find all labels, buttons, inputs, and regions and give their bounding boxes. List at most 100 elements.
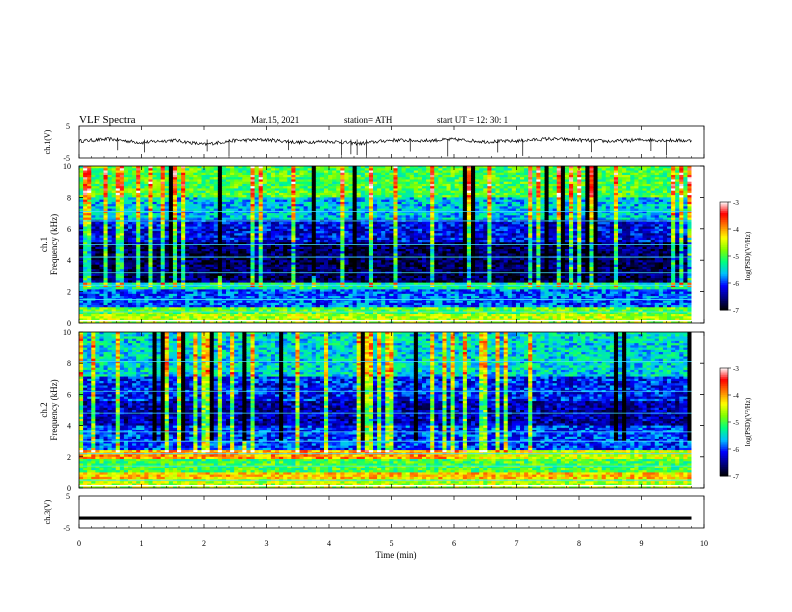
colorbar-segment: [720, 205, 728, 208]
colorbar-segment: [720, 220, 728, 223]
colorbar-segment: [720, 378, 728, 382]
x-axis-label: Time (min): [376, 550, 417, 560]
ch2-spectrogram-image: [79, 332, 704, 488]
colorbar-segment: [720, 225, 728, 228]
colorbar-segment: [720, 256, 728, 259]
colorbar-segment: [720, 409, 728, 412]
colorbar-segment: [720, 308, 728, 311]
colorbar-segment: [720, 368, 728, 371]
colorbar-segment: [720, 393, 728, 396]
colorbar-segment: [720, 387, 728, 391]
colorbar-segment: [720, 270, 728, 273]
colorbar-segment: [720, 241, 728, 244]
colorbar-segment: [720, 445, 728, 448]
colorbar-segment: [720, 293, 728, 297]
colorbar-segment: [720, 266, 728, 270]
ch1-spectrogram-clip: [79, 166, 704, 323]
x-tick-label: 7: [515, 539, 519, 548]
spectrogram-ytick-label: 2: [67, 453, 71, 462]
spectrogram-ytick-label: 0: [67, 319, 71, 328]
colorbar-segment: [720, 216, 728, 219]
x-tick-label: 10: [700, 539, 708, 548]
ch1-spectrogram-image: [79, 166, 704, 323]
spectrogram-ytick-label: 4: [67, 422, 71, 431]
colorbar-segment: [720, 431, 728, 434]
colorbar-segment: [720, 467, 728, 470]
spectrogram-ylabel-line: ch.2: [39, 402, 49, 417]
colorbar-segment: [720, 468, 728, 472]
colorbar-segment: [720, 302, 728, 306]
colorbar-segment: [720, 248, 728, 252]
x-tick-label: 0: [77, 539, 81, 548]
colorbar-segment: [720, 304, 728, 307]
colorbar-segment: [720, 449, 728, 452]
colorbar-segment: [720, 274, 728, 277]
colorbar-segment: [720, 272, 728, 275]
colorbar-segment: [720, 209, 728, 212]
spectrogram-zero-gap: [79, 485, 692, 487]
ch1-waveform-trace: [78, 136, 692, 147]
colorbar-tick-label: -6: [733, 280, 739, 288]
colorbar-segment: [720, 214, 728, 217]
ch3-ylabel: ch.3(V): [43, 499, 52, 524]
colorbar-segment: [720, 384, 728, 387]
spectrogram-ytick-label: 2: [67, 288, 71, 297]
colorbar-segment: [720, 418, 728, 421]
colorbar-segment: [720, 461, 728, 464]
colorbar-segment: [720, 470, 728, 473]
colorbar-segment: [720, 472, 728, 475]
colorbar-segment: [720, 375, 728, 378]
colorbar-segment: [720, 405, 728, 409]
colorbar-segment: [720, 252, 728, 255]
x-tick-label: 8: [577, 539, 581, 548]
colorbar-segment: [720, 369, 728, 373]
ch1-ytick-top: 5: [66, 122, 70, 131]
colorbar-segment: [720, 306, 728, 309]
ch1-ylabel: ch.1(V): [43, 129, 52, 154]
colorbar-segment: [720, 465, 728, 468]
x-tick-label: 9: [640, 539, 644, 548]
colorbar-segment: [720, 422, 728, 425]
spectrogram-blank-tail: [691, 332, 704, 488]
colorbar-segment: [720, 250, 728, 253]
colorbar-segment: [720, 450, 728, 454]
x-tick-label: 1: [140, 539, 144, 548]
colorbar-segment: [720, 227, 728, 230]
colorbar-segment: [720, 257, 728, 261]
colorbar-segment: [720, 230, 728, 234]
colorbar-segment: [720, 221, 728, 225]
colorbar-segment: [720, 371, 728, 374]
colorbar-segment: [720, 245, 728, 248]
colorbar-segment: [720, 404, 728, 407]
colorbar-segment: [720, 391, 728, 394]
colorbar-segment: [720, 420, 728, 423]
spectrogram-ytick-label: 0: [67, 484, 71, 493]
ch1-waveform-panel: 5 -5 ch.1(V): [43, 122, 705, 163]
colorbar-segment: [720, 441, 728, 445]
ch2-spectrogram-clip: [79, 332, 704, 488]
colorbar-segment: [720, 295, 728, 298]
colorbar-segment: [720, 301, 728, 304]
spectrogram-ylabel-line: ch.1: [39, 237, 49, 252]
colorbar-segment: [720, 261, 728, 264]
x-tick-label: 5: [390, 539, 394, 548]
colorbar-segment: [720, 297, 728, 300]
colorbar-segment: [720, 395, 728, 398]
colorbar-segment: [720, 413, 728, 416]
colorbar-segment: [720, 414, 728, 418]
colorbar-segment: [720, 434, 728, 437]
colorbar-segment: [720, 239, 728, 243]
colorbar-segment: [720, 243, 728, 246]
x-axis: 0 1 2 3 4 5 6 7 8 9 10: [77, 126, 708, 548]
colorbar-segment: [720, 275, 728, 279]
colorbar-segment: [720, 402, 728, 405]
colorbar-segment: [720, 277, 728, 280]
spectrogram-zero-gap: [79, 320, 692, 322]
colorbar-segment: [720, 474, 728, 477]
colorbar-segment: [720, 443, 728, 446]
colorbar-segment: [720, 283, 728, 286]
colorbar-segment: [720, 288, 728, 291]
colorbar-segment: [720, 432, 728, 436]
spectrogram-ylabel-line: Frequency (kHz): [49, 379, 59, 440]
